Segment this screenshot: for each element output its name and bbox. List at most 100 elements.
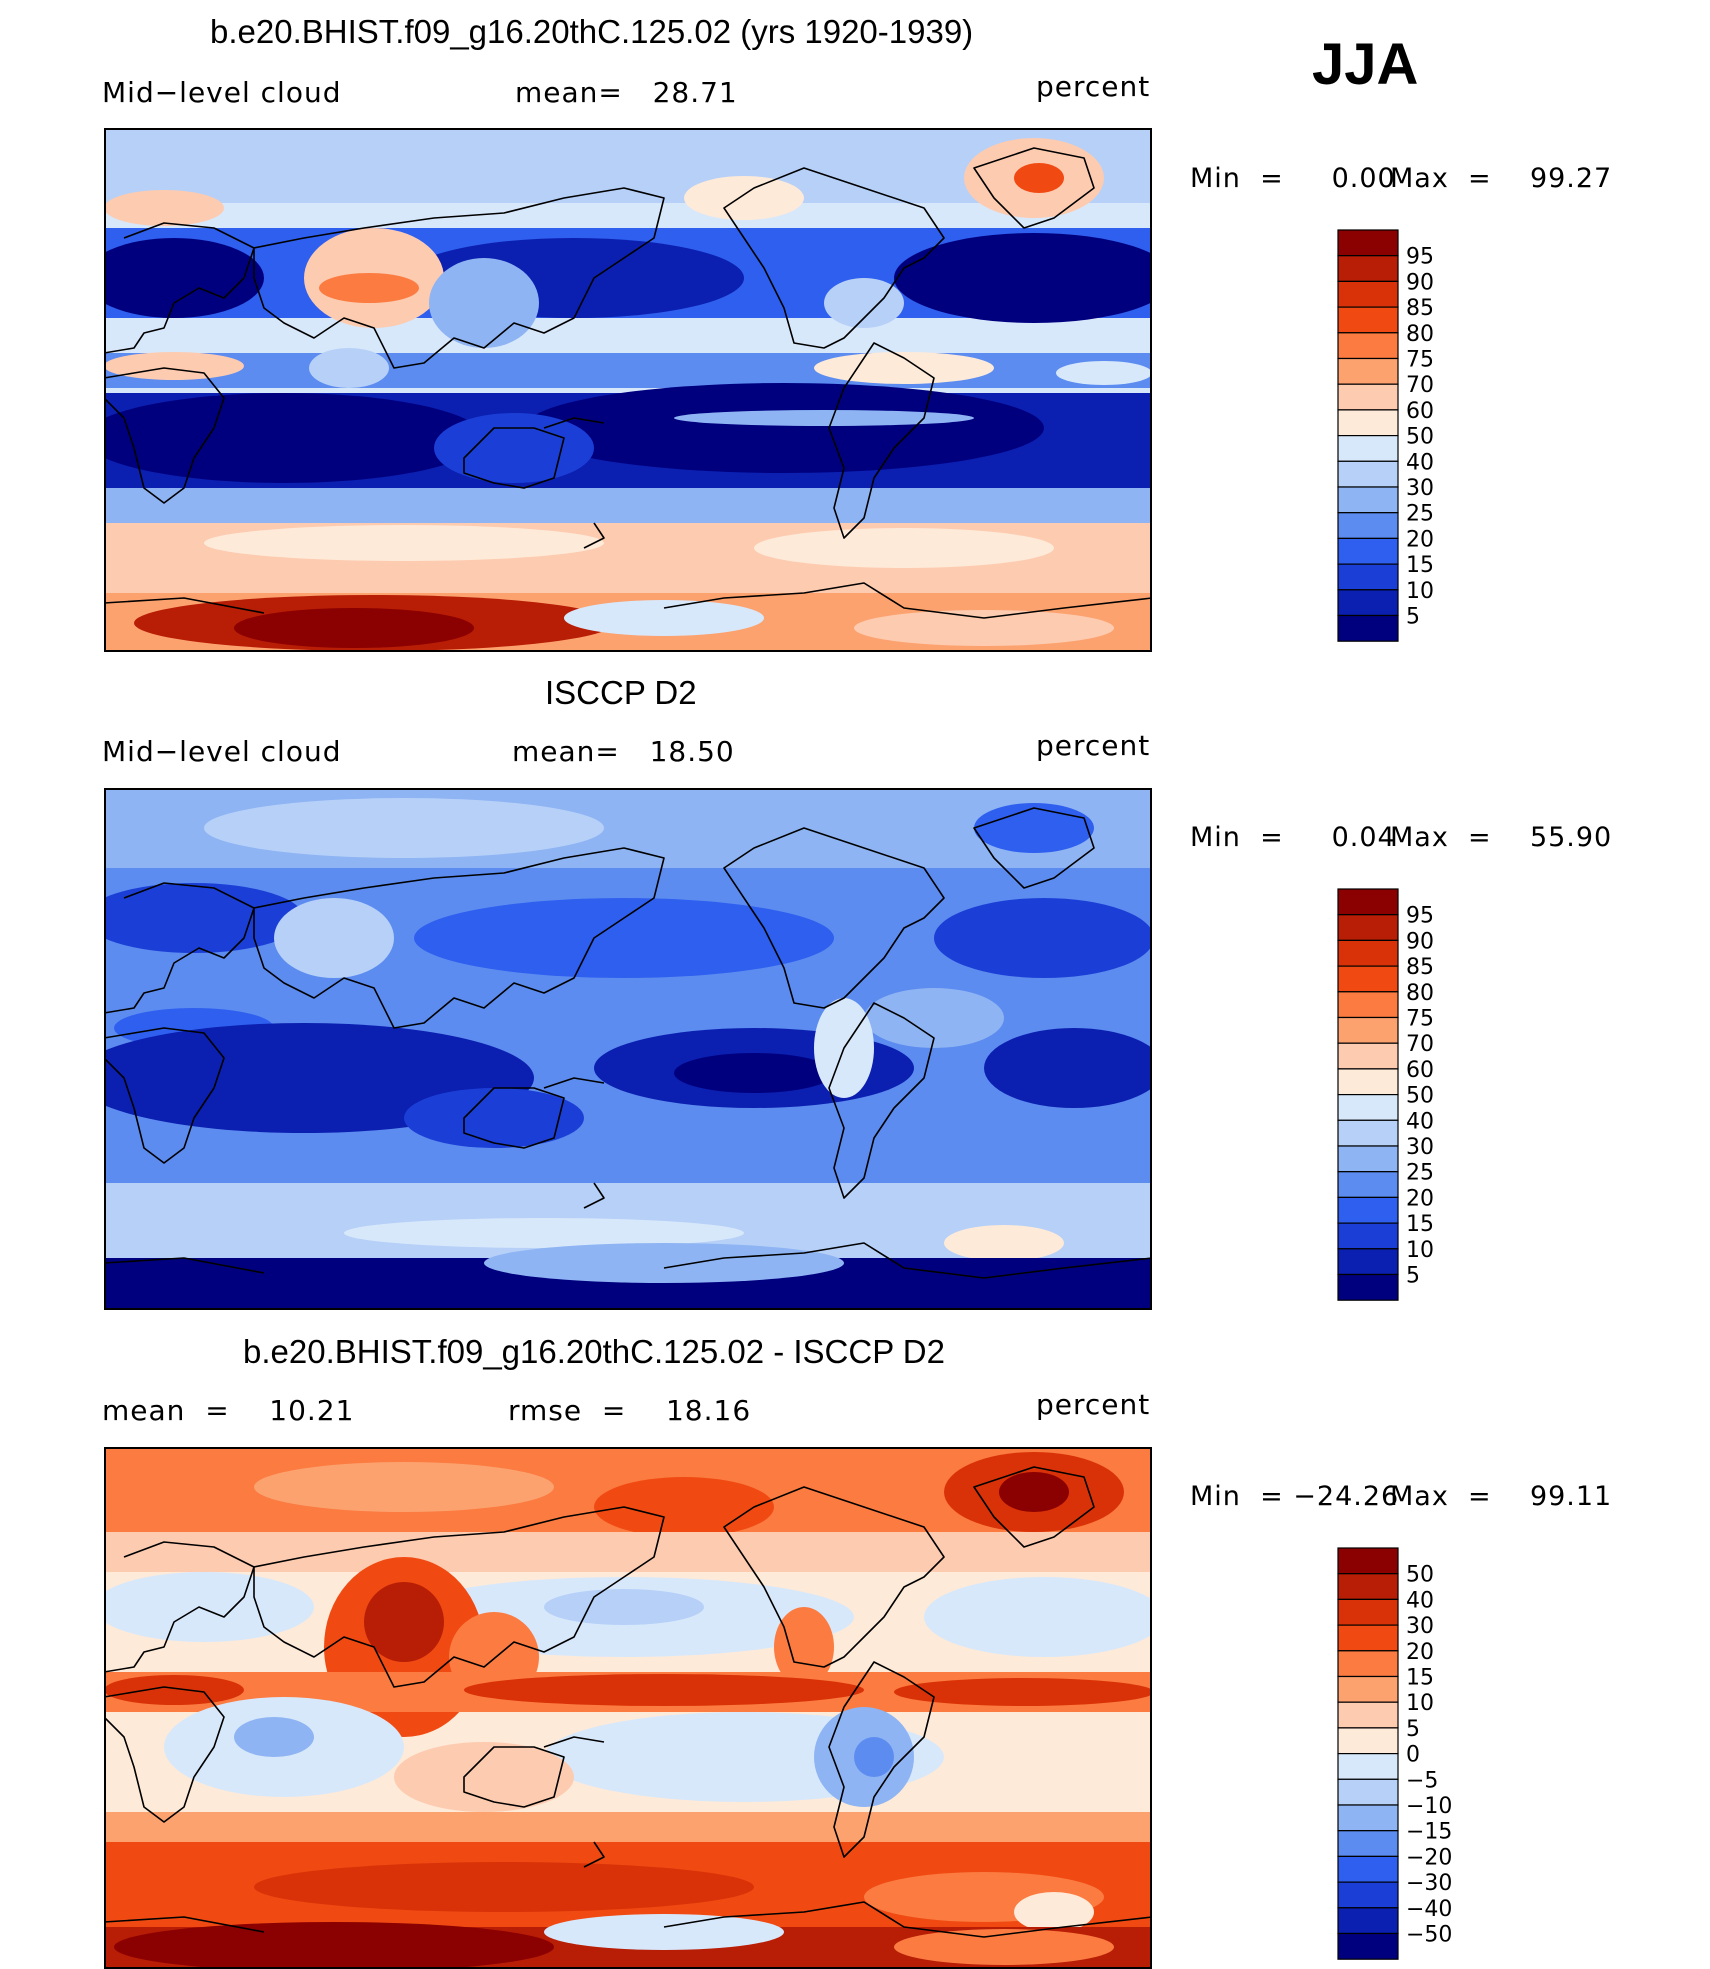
colorbar-box	[1337, 306, 1399, 334]
colorbar-box	[1337, 1068, 1399, 1096]
colorbar-tick-label: 85	[1406, 955, 1434, 980]
panel-2-units: percent	[1036, 729, 1151, 762]
colorbar-box	[1337, 965, 1399, 993]
colorbar-tick-label: 5	[1406, 1264, 1420, 1289]
colorbar-box	[1337, 589, 1399, 617]
colorbar-box	[1337, 888, 1399, 916]
colorbar-box	[1337, 1624, 1399, 1652]
colorbar-tick-label: −30	[1406, 1871, 1452, 1896]
panel-2-mean: mean= 18.50	[512, 735, 735, 768]
colorbar-tick-label: 10	[1406, 1691, 1434, 1716]
colorbar-tick-label: −50	[1406, 1923, 1452, 1948]
colorbar-boxes	[1337, 888, 1399, 1301]
colorbar-box	[1337, 1778, 1399, 1806]
colorbar-box	[1337, 537, 1399, 565]
colorbar-box	[1337, 991, 1399, 1019]
colorbar-box	[1337, 1753, 1399, 1780]
colorbar-box	[1337, 1804, 1399, 1832]
colorbar-tick-label: 40	[1406, 1109, 1434, 1134]
colorbar-tick-label: 10	[1406, 579, 1434, 604]
colorbar-tick-label: 85	[1406, 296, 1434, 321]
colorbar-tick-label: 70	[1406, 1032, 1434, 1057]
panel-3-mean: mean = 10.21	[102, 1394, 355, 1427]
colorbar-tick-label: 25	[1406, 1161, 1434, 1186]
colorbar-tick-label: 40	[1406, 1588, 1434, 1613]
colorbar-box	[1337, 1145, 1399, 1173]
colorbar-box	[1337, 1881, 1399, 1909]
colorbar-tick-label: 90	[1406, 929, 1434, 954]
colorbar-tick-label: 20	[1406, 527, 1434, 552]
colorbar-box	[1337, 1171, 1399, 1199]
colorbar-tick-label: 20	[1406, 1640, 1434, 1665]
colorbar-box	[1337, 1248, 1399, 1276]
colorbar-box	[1337, 332, 1399, 360]
colorbar-tick-label: 15	[1406, 553, 1434, 578]
colorbar-tick-label: 40	[1406, 450, 1434, 475]
season-label: JJA	[1312, 32, 1419, 97]
panel-3-min: Min = −24.26	[1190, 1481, 1400, 1512]
colorbar-box	[1337, 1727, 1399, 1755]
colorbar-box	[1337, 614, 1399, 642]
colorbar-box	[1337, 255, 1399, 283]
colorbar-box	[1337, 914, 1399, 942]
colorbar-tick-label: 5	[1406, 605, 1420, 630]
colorbar-tick-label: 30	[1406, 1135, 1434, 1160]
colorbar-box	[1337, 1598, 1399, 1626]
colorbar-tick-label: 50	[1406, 425, 1434, 450]
colorbar-box	[1337, 1094, 1399, 1121]
colorbar-tick-label: 0	[1406, 1743, 1420, 1768]
colorbar-tick-label: 50	[1406, 1563, 1434, 1588]
colorbar-tick-label: 80	[1406, 981, 1434, 1006]
colorbar-tick-label: −15	[1406, 1820, 1452, 1845]
colorbar-tick-label: −40	[1406, 1897, 1452, 1922]
colorbar-tick-label: 10	[1406, 1238, 1434, 1263]
colorbar-box	[1337, 1650, 1399, 1678]
panel-2-min: Min = 0.04	[1190, 822, 1396, 853]
colorbar-tick-label: 20	[1406, 1186, 1434, 1211]
colorbar-box	[1337, 1701, 1399, 1729]
colorbar-box	[1337, 1042, 1399, 1070]
colorbar-box	[1337, 1016, 1399, 1044]
colorbar-boxes	[1337, 1547, 1399, 1960]
colorbar-box	[1337, 1573, 1399, 1601]
colorbar-box	[1337, 1855, 1399, 1883]
colorbar-box	[1337, 1222, 1399, 1250]
colorbar-box	[1337, 229, 1399, 257]
colorbar-tick-label: 90	[1406, 270, 1434, 295]
colorbar-tick-label: 60	[1406, 1058, 1434, 1083]
panel-1-min: Min = 0.00	[1190, 163, 1396, 194]
panel-3-rmse: rmse = 18.16	[508, 1394, 752, 1427]
colorbar-box	[1337, 512, 1399, 540]
colorbar-tick-label: 60	[1406, 399, 1434, 424]
colorbar-tick-label: 70	[1406, 373, 1434, 398]
colorbar-box	[1337, 1547, 1399, 1575]
colorbar-tick-label: 15	[1406, 1212, 1434, 1237]
panel-1-title: b.e20.BHIST.f09_g16.20thC.125.02 (yrs 19…	[210, 13, 974, 50]
colorbar-box	[1337, 1196, 1399, 1224]
panel-1-map	[104, 128, 1152, 652]
colorbar-tick-label: 95	[1406, 245, 1434, 270]
colorbar-box	[1337, 563, 1399, 591]
panel-2-variable-label: Mid−level cloud	[102, 735, 342, 768]
colorbar-tick-label: −10	[1406, 1794, 1452, 1819]
colorbar-box	[1337, 409, 1399, 437]
panel-3-units: percent	[1036, 1388, 1151, 1421]
panel-1-variable-label: Mid−level cloud	[102, 76, 342, 109]
colorbar-box	[1337, 383, 1399, 411]
panel-1-mean: mean= 28.71	[515, 76, 738, 109]
panel-2-title: ISCCP D2	[545, 674, 697, 711]
colorbar-boxes	[1337, 229, 1399, 642]
panel-2-map	[104, 788, 1152, 1310]
panel-3-max: Max = 99.11	[1390, 1481, 1613, 1512]
colorbar-tick-label: 95	[1406, 904, 1434, 929]
colorbar-box	[1337, 1907, 1399, 1935]
colorbar-tick-label: −20	[1406, 1845, 1452, 1870]
panel-3-map	[104, 1447, 1152, 1969]
colorbar-tick-label: 80	[1406, 322, 1434, 347]
colorbar-box	[1337, 460, 1399, 488]
panel-2-max: Max = 55.90	[1390, 822, 1613, 853]
